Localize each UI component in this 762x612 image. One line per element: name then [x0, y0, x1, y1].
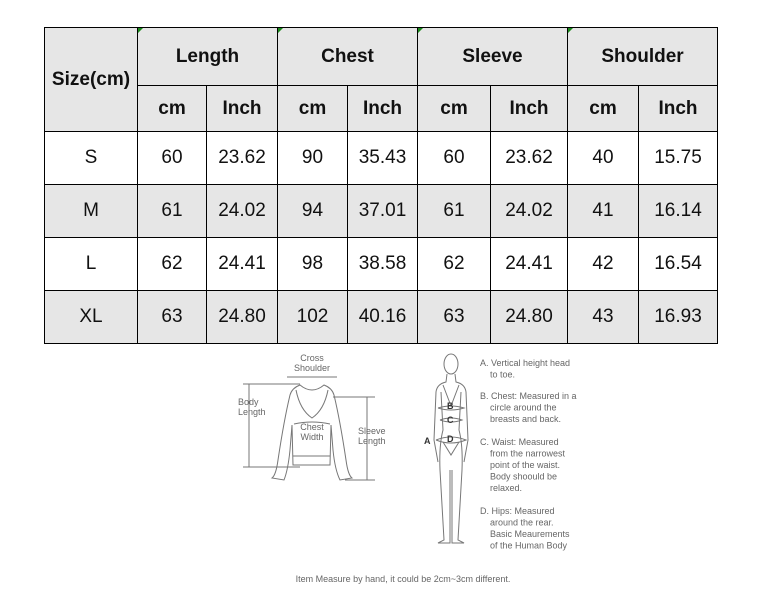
value-cell: 15.75 — [638, 131, 718, 185]
value-cell: 41 — [567, 184, 639, 238]
value-cell: 24.02 — [206, 184, 278, 238]
value-cell: 16.54 — [638, 237, 718, 291]
value-cell: 61 — [137, 184, 207, 238]
body-length-label: Body — [238, 397, 259, 407]
unit-header: Inch — [638, 85, 718, 132]
note-line: from the narrowest — [490, 449, 566, 459]
value-cell: 94 — [277, 184, 348, 238]
cross-shoulder-label: Cross — [300, 353, 324, 363]
value-cell: 60 — [417, 131, 491, 185]
value-cell: 40.16 — [347, 290, 418, 344]
measurement-notes: A. Vertical height head to toe. B. Chest: … — [480, 358, 577, 551]
note-line: breasts and back. — [490, 414, 561, 424]
sleeve-length-label: Sleeve — [358, 426, 386, 436]
value-cell: 90 — [277, 131, 348, 185]
marker-d: D — [447, 434, 454, 444]
value-cell: 63 — [417, 290, 491, 344]
table-row: L 62 24.41 98 38.58 62 24.41 42 16.54 — [44, 237, 718, 291]
note-line: relaxed. — [490, 483, 522, 493]
note-line: Basic Meaurements — [490, 529, 570, 539]
unit-header: cm — [417, 85, 491, 132]
value-cell: 24.41 — [206, 237, 278, 291]
value-cell: 98 — [277, 237, 348, 291]
value-cell: 16.14 — [638, 184, 718, 238]
note-line: C. Waist: Measured — [480, 437, 559, 447]
size-cell: XL — [44, 290, 138, 344]
sleeve-length-label: Length — [358, 436, 386, 446]
group-header-shoulder: Shoulder — [567, 27, 718, 86]
chest-width-label: Chest — [300, 422, 324, 432]
sweater-illustration — [270, 384, 354, 481]
measure-lines — [243, 376, 375, 481]
note-line: of the Human Body — [490, 541, 568, 551]
value-cell: 61 — [417, 184, 491, 238]
value-cell: 24.80 — [490, 290, 568, 344]
note-line: Body shoould be — [490, 472, 557, 482]
size-header: Size(cm) — [44, 27, 138, 132]
footnote: Item Measure by hand, it could be 2cm~3c… — [296, 574, 511, 584]
value-cell: 102 — [277, 290, 348, 344]
size-cell: M — [44, 184, 138, 238]
size-chart-table: Size(cm) Length Chest Sleeve Shoulder cm… — [44, 27, 718, 344]
body-length-label: Length — [238, 407, 266, 417]
human-body-illustration — [433, 353, 469, 544]
note-line: to toe. — [490, 370, 515, 380]
value-cell: 40 — [567, 131, 639, 185]
value-cell: 63 — [137, 290, 207, 344]
value-cell: 16.93 — [638, 290, 718, 344]
value-cell: 24.02 — [490, 184, 568, 238]
note-line: D. Hips: Measured — [480, 506, 555, 516]
note-line: around the rear. — [490, 518, 554, 528]
note-line: A. Vertical height head — [480, 358, 570, 368]
table-row: M 61 24.02 94 37.01 61 24.02 41 16.14 — [44, 184, 718, 238]
table-row: XL 63 24.80 102 40.16 63 24.80 43 16.93 — [44, 290, 718, 344]
marker-b: B — [447, 401, 454, 411]
note-line: point of the waist. — [490, 460, 560, 470]
value-cell: 23.62 — [206, 131, 278, 185]
value-cell: 23.62 — [490, 131, 568, 185]
unit-header: cm — [137, 85, 207, 132]
value-cell: 42 — [567, 237, 639, 291]
value-cell: 62 — [417, 237, 491, 291]
value-cell: 35.43 — [347, 131, 418, 185]
value-cell: 24.80 — [206, 290, 278, 344]
value-cell: 62 — [137, 237, 207, 291]
value-cell: 43 — [567, 290, 639, 344]
value-cell: 37.01 — [347, 184, 418, 238]
unit-header: Inch — [206, 85, 278, 132]
note-line: B. Chest: Measured in a — [480, 391, 577, 401]
marker-c: C — [447, 415, 454, 425]
value-cell: 38.58 — [347, 237, 418, 291]
cross-shoulder-label: Shoulder — [294, 363, 330, 373]
value-cell: 60 — [137, 131, 207, 185]
marker-a: A — [424, 436, 431, 446]
group-header-chest: Chest — [277, 27, 418, 86]
group-header-sleeve: Sleeve — [417, 27, 568, 86]
note-line: circle around the — [490, 403, 557, 413]
unit-header: cm — [567, 85, 639, 132]
chest-width-label: Width — [300, 432, 323, 442]
